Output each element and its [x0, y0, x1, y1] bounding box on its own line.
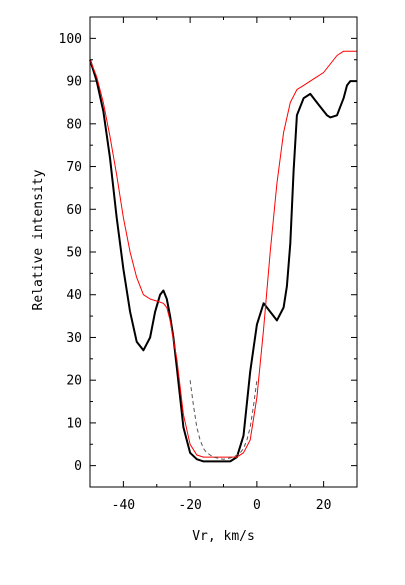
ticks-layer: -40 -20 0 20 0 10 20 30 40 50 60 70 80 90 100	[59, 16, 358, 513]
x-axis-title: Vr, km/s	[192, 529, 255, 544]
series-line-1	[89, 50, 357, 458]
y-tick-label: 0	[74, 459, 82, 474]
x-tick-label: 0	[253, 498, 261, 513]
series-line-0	[89, 59, 357, 463]
y-tick-label: 80	[66, 117, 82, 132]
series-line-2	[189, 380, 258, 460]
y-tick-label: 30	[66, 331, 82, 346]
y-tick-label: 90	[66, 75, 82, 90]
x-tick-label: -40	[112, 498, 135, 513]
y-tick-label: 50	[66, 246, 82, 261]
x-tick-label: -20	[178, 498, 201, 513]
x-tick-label: 20	[316, 498, 332, 513]
y-tick-label: 100	[59, 32, 82, 47]
y-tick-label: 70	[66, 160, 82, 175]
y-axis-title: Relative intensity	[31, 169, 46, 310]
y-tick-label: 40	[66, 288, 82, 303]
y-tick-label: 20	[66, 374, 82, 389]
y-tick-label: 60	[66, 203, 82, 218]
y-tick-label: 10	[66, 416, 82, 431]
series-layer	[89, 50, 357, 463]
